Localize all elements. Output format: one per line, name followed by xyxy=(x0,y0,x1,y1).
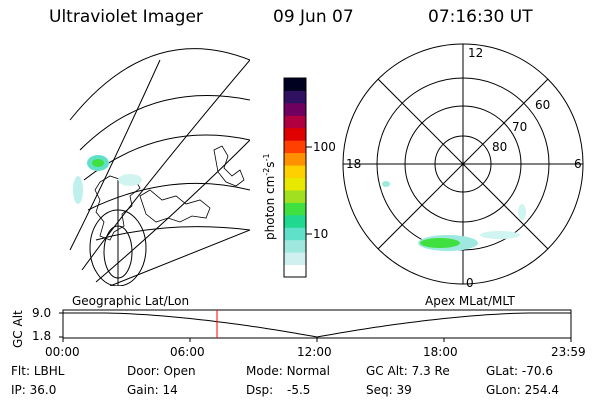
colorbar-segment xyxy=(284,239,306,253)
info-dsp: Dsp: -5.5 xyxy=(246,383,311,397)
colorbar-segment xyxy=(284,115,306,129)
x-tick-label: 12:00 xyxy=(297,345,332,359)
info-glon: GLon: 254.4 xyxy=(486,383,559,397)
colorbar-segment xyxy=(284,152,306,166)
info-door: Door: Open xyxy=(127,364,196,378)
colorbar-segment xyxy=(284,90,306,104)
info-mode: Mode: Normal xyxy=(246,364,330,378)
colorbar-segment xyxy=(284,102,306,116)
polar-aurora-spot-2 xyxy=(518,204,526,220)
colorbar-segment xyxy=(284,227,306,241)
info-gc-alt: GC Alt: 7.3 Re xyxy=(366,364,450,378)
geo-panel-label: Geographic Lat/Lon xyxy=(72,294,190,308)
altitude-y-high: 9.0 xyxy=(32,306,52,320)
colorbar-segment xyxy=(284,177,306,191)
polar-panel-label: Apex MLat/MLT xyxy=(425,294,515,308)
geo-aurora-faint-2 xyxy=(118,174,142,186)
polar-aurora-spot xyxy=(382,181,390,187)
x-tick-label: 18:00 xyxy=(423,345,458,359)
geographic-map xyxy=(69,48,250,286)
colorbar-segment xyxy=(284,252,306,266)
info-gain: Gain: 14 xyxy=(127,383,178,397)
header-time: 07:16:30 UT xyxy=(428,7,533,27)
mlat-80-label: 80 xyxy=(492,140,508,154)
info-glat: GLat: -70.6 xyxy=(486,364,553,378)
geo-aurora-faint xyxy=(73,176,83,204)
colorbar-segment xyxy=(284,189,306,203)
altitude-ylabel: GC Alt xyxy=(11,310,25,348)
colorbar-segment xyxy=(284,202,306,216)
mlat-60-label: 60 xyxy=(535,98,551,112)
x-tick-label: 23:59 xyxy=(551,345,586,359)
colorbar-segment xyxy=(284,165,306,178)
geo-aurora-core xyxy=(92,159,104,167)
colorbar-unit: photon cm-2s-1 xyxy=(262,153,277,240)
app-title: Ultraviolet Imager xyxy=(49,7,203,27)
mlat-70-label: 70 xyxy=(512,120,528,134)
mlt-6-label: 6 xyxy=(574,157,582,171)
colorbar-segment xyxy=(284,127,306,141)
polar-plot xyxy=(342,43,584,285)
info-flt: Flt: LBHL xyxy=(11,364,65,378)
mlt-18-label: 18 xyxy=(346,157,362,171)
colorbar-segment xyxy=(284,264,306,278)
info-ip: IP: 36.0 xyxy=(11,383,57,397)
x-tick-label: 00:00 xyxy=(45,345,80,359)
info-seq: Seq: 39 xyxy=(366,383,412,397)
altitude-plot xyxy=(59,309,572,342)
colorbar-label-10: 10 xyxy=(313,227,329,241)
mlt-0-label: 0 xyxy=(466,276,474,290)
colorbar-segment xyxy=(284,78,306,91)
colorbar xyxy=(284,78,306,278)
altitude-curve xyxy=(63,312,571,338)
mlt-12-label: 12 xyxy=(468,46,484,60)
colorbar-label-100: 100 xyxy=(313,140,336,154)
colorbar-segment xyxy=(284,140,306,154)
header-date: 09 Jun 07 xyxy=(273,7,354,27)
colorbar-segment xyxy=(284,214,306,228)
x-tick-label: 06:00 xyxy=(170,345,205,359)
polar-aurora-faint xyxy=(480,231,520,239)
colorbar-frame xyxy=(283,77,307,278)
polar-aurora-core xyxy=(420,238,460,248)
altitude-y-low: 1.8 xyxy=(32,329,52,343)
